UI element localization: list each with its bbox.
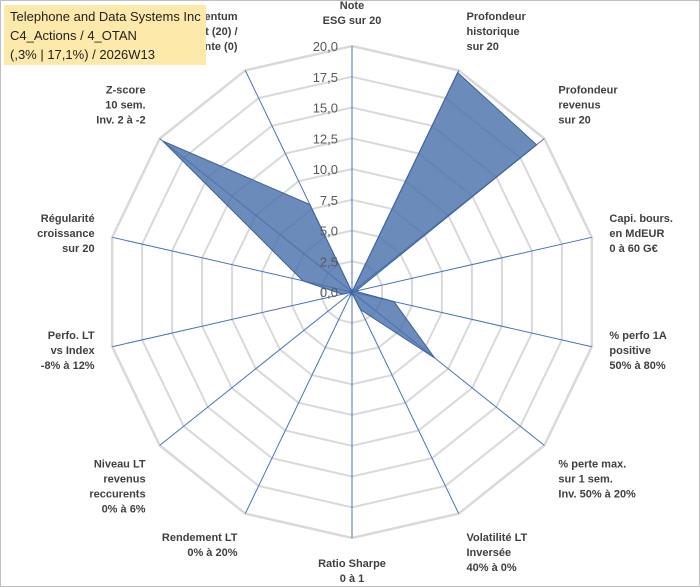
axis-label-5: % perte max. sur 1 sem. Inv. 50% à 20% xyxy=(558,459,636,501)
tick-label-5: 12,5 xyxy=(313,131,338,146)
axis-label-9-line-2: reccurents xyxy=(89,489,145,501)
series-area-0 xyxy=(162,71,538,359)
axis-label-9-line-1: revenus xyxy=(103,474,145,486)
axis-label-1-line-2: sur 20 xyxy=(467,41,499,53)
axis-label-5-line-2: Inv. 50% à 20% xyxy=(558,489,636,501)
tick-label-6: 15,0 xyxy=(313,101,338,116)
axis-spoke-3 xyxy=(351,236,592,293)
radar-axis-labels: Note ESG sur 20 Profondeur historique sur 20… xyxy=(37,0,673,585)
axis-label-9: Niveau LT revenus reccurents 0% à 6% xyxy=(89,459,146,516)
axis-label-10-line-1: vs Index xyxy=(51,345,96,357)
axis-label-9-line-0: Niveau LT xyxy=(94,459,146,471)
axis-label-6: Volatilité LT Inversée 40% à 0% xyxy=(467,532,528,574)
axis-spoke-10 xyxy=(112,291,353,348)
axis-spoke-6 xyxy=(351,291,460,514)
axis-label-0: Note ESG sur 20 xyxy=(323,0,382,27)
axis-label-2-line-1: revenus xyxy=(558,99,600,111)
axis-spoke-9 xyxy=(159,291,353,446)
tick-label-2: 5,0 xyxy=(320,224,338,239)
axis-label-11-line-0: Régularité xyxy=(41,213,95,225)
axis-label-12-line-1: 10 sem. xyxy=(105,99,145,111)
performance-summary: (,3% | 17,1%) / 2026W13 xyxy=(10,47,156,62)
axis-label-4-line-0: % perfo 1A xyxy=(609,330,667,342)
axis-label-8-line-0: Rendement LT xyxy=(162,532,238,544)
axis-label-5-line-0: % perte max. xyxy=(558,459,626,471)
axis-label-12-line-0: Z-score xyxy=(106,84,146,96)
axis-label-9-line-3: 0% à 6% xyxy=(102,504,146,516)
portfolio-path: C4_Actions / 4_OTAN xyxy=(10,28,137,43)
axis-label-6-line-2: 40% à 0% xyxy=(467,562,517,574)
axis-label-4-line-2: 50% à 80% xyxy=(609,360,665,372)
tick-label-7: 17,5 xyxy=(313,70,338,85)
axis-label-1: Profondeur historique sur 20 xyxy=(467,11,527,53)
axis-label-10-line-2: -8% à 12% xyxy=(41,360,95,372)
axis-label-3: Capi. bours. en MdEUR 0 à 60 G€ xyxy=(609,213,673,255)
radar-series xyxy=(162,71,538,359)
axis-label-8-line-1: 0% à 20% xyxy=(187,547,237,559)
axis-label-10: Perfo. LT vs Index -8% à 12% xyxy=(41,330,96,372)
axis-label-6-line-0: Volatilité LT xyxy=(467,532,528,544)
axis-label-11-line-1: croissance xyxy=(37,228,94,240)
axis-label-2: Profondeur revenus sur 20 xyxy=(558,84,618,126)
tick-label-1: 2,5 xyxy=(320,254,338,269)
axis-label-5-line-1: sur 1 sem. xyxy=(558,474,612,486)
axis-spoke-8 xyxy=(244,291,353,514)
radar-tick-labels: 0,0 2,5 5,0 7,5 10,0 12,5 15,0 17,5 20,0 xyxy=(313,39,338,300)
chart-title-box: Telephone and Data Systems Inc C4_Action… xyxy=(4,5,206,65)
axis-label-6-line-1: Inversée xyxy=(467,547,512,559)
axis-label-3-line-1: en MdEUR xyxy=(609,228,664,240)
axis-label-4-line-1: positive xyxy=(609,345,651,357)
axis-label-3-line-0: Capi. bours. xyxy=(609,213,673,225)
axis-label-3-line-2: 0 à 60 G€ xyxy=(609,243,657,255)
axis-label-2-line-0: Profondeur xyxy=(558,84,618,96)
axis-label-1-line-1: historique xyxy=(467,26,520,38)
axis-label-7-line-0: Ratio Sharpe xyxy=(318,558,386,570)
axis-label-2-line-2: sur 20 xyxy=(558,114,590,126)
axis-label-7: Ratio Sharpe 0 à 1 xyxy=(318,558,386,585)
tick-label-8: 20,0 xyxy=(313,39,338,54)
axis-label-0-line-0: Note xyxy=(340,0,364,12)
axis-label-1-line-0: Profondeur xyxy=(467,11,527,23)
axis-label-8: Rendement LT 0% à 20% xyxy=(162,532,238,559)
tick-label-3: 7,5 xyxy=(320,193,338,208)
axis-label-12-line-2: Inv. 2 à -2 xyxy=(96,114,145,126)
company-name: Telephone and Data Systems Inc xyxy=(10,9,201,24)
axis-label-0-line-1: ESG sur 20 xyxy=(323,15,382,27)
axis-label-11: Régularité croissance sur 20 xyxy=(37,213,94,255)
axis-label-11-line-2: sur 20 xyxy=(62,243,94,255)
axis-label-7-line-1: 0 à 1 xyxy=(340,573,364,585)
tick-label-0: 0,0 xyxy=(320,285,338,300)
tick-label-4: 10,0 xyxy=(313,162,338,177)
axis-label-10-line-0: Perfo. LT xyxy=(48,330,95,342)
axis-label-4: % perfo 1A positive 50% à 80% xyxy=(609,330,667,372)
axis-label-12: Z-score 10 sem. Inv. 2 à -2 xyxy=(96,84,145,126)
